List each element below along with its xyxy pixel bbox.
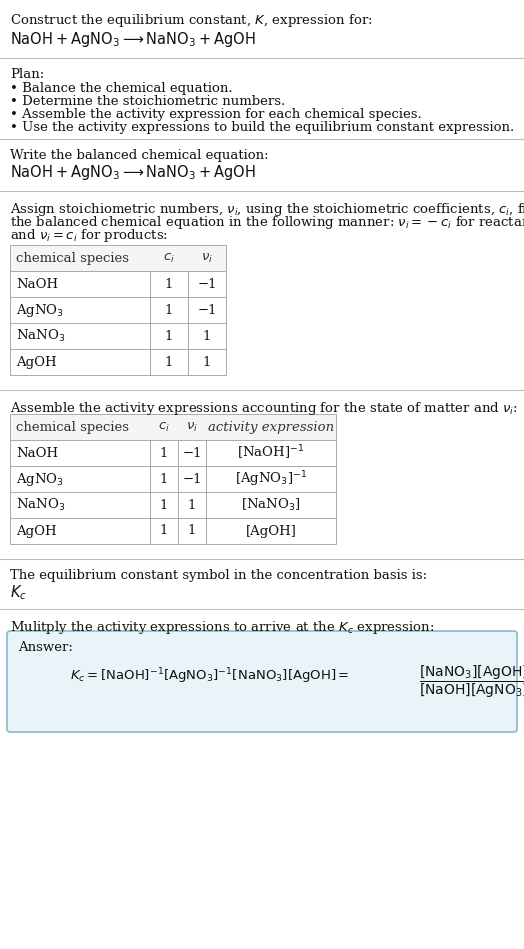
Text: AgOH: AgOH xyxy=(16,356,57,368)
FancyBboxPatch shape xyxy=(7,631,517,732)
Bar xyxy=(10,518,150,544)
Text: 1: 1 xyxy=(160,446,168,459)
Text: $\dfrac{[\mathrm{NaNO_3}][\mathrm{AgOH}]}{[\mathrm{NaOH}][\mathrm{AgNO_3}]}$: $\dfrac{[\mathrm{NaNO_3}][\mathrm{AgOH}]… xyxy=(419,664,524,700)
Text: the balanced chemical equation in the following manner: $\nu_i = -c_i$ for react: the balanced chemical equation in the fo… xyxy=(10,214,524,231)
Text: 1: 1 xyxy=(160,498,168,512)
Text: • Balance the chemical equation.: • Balance the chemical equation. xyxy=(10,82,233,95)
Text: Answer:: Answer: xyxy=(18,641,73,654)
Text: 1: 1 xyxy=(165,329,173,343)
Bar xyxy=(188,271,226,297)
Bar xyxy=(150,297,188,323)
Text: NaNO$_3$: NaNO$_3$ xyxy=(16,497,65,513)
Bar xyxy=(150,466,178,492)
Bar xyxy=(150,271,188,297)
Bar xyxy=(10,492,150,518)
Text: • Use the activity expressions to build the equilibrium constant expression.: • Use the activity expressions to build … xyxy=(10,121,514,134)
Text: $c_i$: $c_i$ xyxy=(158,420,170,434)
Text: NaOH: NaOH xyxy=(16,446,58,459)
Text: [AgNO$_3$]$^{-1}$: [AgNO$_3$]$^{-1}$ xyxy=(235,469,307,489)
Bar xyxy=(10,466,150,492)
Bar xyxy=(188,349,226,375)
Text: AgNO$_3$: AgNO$_3$ xyxy=(16,302,64,319)
Text: [NaOH]$^{-1}$: [NaOH]$^{-1}$ xyxy=(237,444,304,462)
Text: [AgOH]: [AgOH] xyxy=(246,525,297,537)
Bar xyxy=(10,349,150,375)
Text: −1: −1 xyxy=(197,277,217,290)
Text: AgOH: AgOH xyxy=(16,525,57,537)
Bar xyxy=(188,323,226,349)
Text: [NaNO$_3$]: [NaNO$_3$] xyxy=(241,497,301,513)
Text: The equilibrium constant symbol in the concentration basis is:: The equilibrium constant symbol in the c… xyxy=(10,569,427,582)
Text: Write the balanced chemical equation:: Write the balanced chemical equation: xyxy=(10,149,269,162)
Text: activity expression: activity expression xyxy=(208,420,334,434)
Bar xyxy=(150,323,188,349)
Text: $\nu_i$: $\nu_i$ xyxy=(201,251,213,265)
Text: 1: 1 xyxy=(203,329,211,343)
Text: 1: 1 xyxy=(165,277,173,290)
Bar xyxy=(10,440,150,466)
Text: $K_c$: $K_c$ xyxy=(10,583,27,602)
Text: • Assemble the activity expression for each chemical species.: • Assemble the activity expression for e… xyxy=(10,108,422,121)
Text: 1: 1 xyxy=(188,498,196,512)
Text: Construct the equilibrium constant, $K$, expression for:: Construct the equilibrium constant, $K$,… xyxy=(10,12,373,29)
Text: chemical species: chemical species xyxy=(16,251,129,265)
Bar xyxy=(178,518,206,544)
Text: $\mathrm{NaOH} + \mathrm{AgNO_3} \longrightarrow \mathrm{NaNO_3} + \mathrm{AgOH}: $\mathrm{NaOH} + \mathrm{AgNO_3} \longri… xyxy=(10,30,256,49)
Bar xyxy=(178,492,206,518)
Bar xyxy=(178,440,206,466)
Bar xyxy=(10,297,150,323)
Bar xyxy=(188,297,226,323)
Text: $K_c = [\mathrm{NaOH}]^{-1}[\mathrm{AgNO_3}]^{-1}[\mathrm{NaNO_3}][\mathrm{AgOH}: $K_c = [\mathrm{NaOH}]^{-1}[\mathrm{AgNO… xyxy=(70,666,350,685)
Bar xyxy=(10,245,226,271)
Bar xyxy=(150,518,178,544)
Text: and $\nu_i = c_i$ for products:: and $\nu_i = c_i$ for products: xyxy=(10,227,168,244)
Text: 1: 1 xyxy=(160,473,168,486)
Text: NaNO$_3$: NaNO$_3$ xyxy=(16,328,65,344)
Bar xyxy=(206,518,336,544)
Bar xyxy=(10,323,150,349)
Text: Plan:: Plan: xyxy=(10,68,44,81)
Text: −1: −1 xyxy=(182,473,202,486)
Text: NaOH: NaOH xyxy=(16,277,58,290)
Bar xyxy=(150,349,188,375)
Text: 1: 1 xyxy=(160,525,168,537)
Bar xyxy=(150,440,178,466)
Bar xyxy=(10,271,150,297)
Text: 1: 1 xyxy=(165,304,173,317)
Text: 1: 1 xyxy=(203,356,211,368)
Text: $\mathrm{NaOH} + \mathrm{AgNO_3} \longrightarrow \mathrm{NaNO_3} + \mathrm{AgOH}: $\mathrm{NaOH} + \mathrm{AgNO_3} \longri… xyxy=(10,163,256,182)
Bar xyxy=(206,492,336,518)
Text: Assign stoichiometric numbers, $\nu_i$, using the stoichiometric coefficients, $: Assign stoichiometric numbers, $\nu_i$, … xyxy=(10,201,524,218)
Text: −1: −1 xyxy=(197,304,217,317)
Bar xyxy=(10,414,336,440)
Bar xyxy=(150,492,178,518)
Text: $c_i$: $c_i$ xyxy=(163,251,175,265)
Bar xyxy=(206,466,336,492)
Text: $\nu_i$: $\nu_i$ xyxy=(186,420,198,434)
Text: Mulitply the activity expressions to arrive at the $K_c$ expression:: Mulitply the activity expressions to arr… xyxy=(10,619,434,636)
Text: • Determine the stoichiometric numbers.: • Determine the stoichiometric numbers. xyxy=(10,95,285,108)
Text: 1: 1 xyxy=(188,525,196,537)
Text: 1: 1 xyxy=(165,356,173,368)
Text: chemical species: chemical species xyxy=(16,420,129,434)
Text: Assemble the activity expressions accounting for the state of matter and $\nu_i$: Assemble the activity expressions accoun… xyxy=(10,400,518,417)
Text: −1: −1 xyxy=(182,446,202,459)
Bar xyxy=(178,466,206,492)
Bar xyxy=(206,440,336,466)
Text: AgNO$_3$: AgNO$_3$ xyxy=(16,471,64,488)
